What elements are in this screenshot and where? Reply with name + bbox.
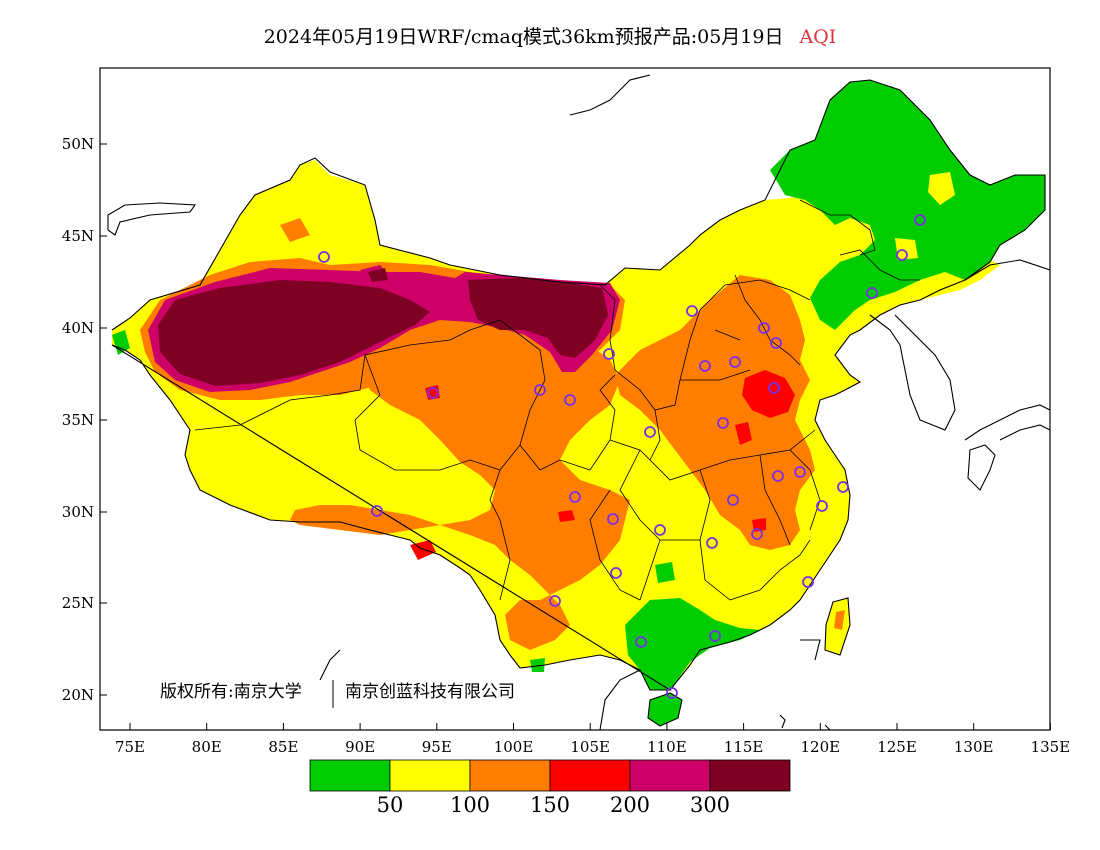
lon-label: 135E [1031,738,1071,756]
province-boundaries [194,199,920,601]
aqi-spot-unhealthy-henan [735,422,752,445]
legend-swatch [629,759,711,792]
station-marker [802,576,814,588]
legend-breakpoint: 50 [377,793,404,817]
longitude-axis: 75E 80E 85E 90E 95E 100E 105E 110E 115E 120E 125E 1… [115,723,1070,756]
station-marker [706,537,718,549]
aqi-spot-good-small [655,562,675,583]
station-marker [610,567,622,579]
lon-label: 125E [877,738,917,756]
station-marker [666,687,678,699]
station-marker [794,466,806,478]
legend-breakpoint: 150 [530,793,570,817]
lat-label: 40N [62,319,94,337]
lat-label: 25N [62,594,94,612]
station-marker [914,214,926,226]
station-marker [816,500,828,512]
station-marker [635,636,647,648]
lon-label: 80E [192,738,222,756]
station-marker [768,382,780,394]
lon-label: 120E [801,738,841,756]
station-marker [534,384,546,396]
station-marker [686,305,698,317]
aqi-zone-hazardous-taklamakan [158,280,430,386]
aqi-zone-sensitive-central [290,320,630,650]
aqi-spot-good-sw [530,658,545,672]
lat-label: 50N [62,135,94,153]
station-marker [751,528,763,540]
station-marker [772,470,784,482]
aqi-zone-sensitive-east [615,275,815,550]
aqi-legend: 50 100 150 200 300 [309,759,791,817]
lat-label: 30N [62,503,94,521]
legend-swatch [709,759,791,792]
legend-breakpoint: 200 [610,793,650,817]
station-markers [318,214,926,699]
title-variable: AQI [799,26,837,48]
aqi-spot-moderate-ne2 [895,238,918,260]
latitude-axis: 50N 45N 40N 35N 30N 25N 20N [62,135,107,704]
legend-breakpoint: 100 [450,793,490,817]
station-marker [654,524,666,536]
lon-label: 110E [647,738,687,756]
station-marker [603,348,615,360]
lat-label: 35N [62,411,94,429]
station-marker [770,337,782,349]
aqi-zone-good-northeast [770,80,1045,330]
station-marker [717,417,729,429]
lon-label: 115E [724,738,764,756]
lon-label: 105E [570,738,610,756]
legend-swatch [469,759,551,792]
station-marker [727,494,739,506]
map-frame [99,67,1051,731]
station-marker [569,491,581,503]
credit-left: 版权所有:南京大学 [160,682,302,702]
lon-label: 75E [115,738,145,756]
map-content [107,74,1050,730]
taiwan-orange [834,610,845,630]
station-marker [427,387,439,399]
station-marker [644,426,656,438]
station-marker [837,481,849,493]
legend-breakpoint: 300 [690,793,730,817]
lon-label: 85E [268,738,298,756]
aqi-zone-good-south [625,598,760,690]
lat-label: 45N [62,227,94,245]
legend-swatch [549,759,631,792]
station-marker [866,287,878,299]
station-marker [371,505,383,517]
aqi-zone-unhealthy-shandong [742,370,795,418]
title-main: 2024年05月19日WRF/cmaq模式36km预报产品:05月19日 [263,26,784,48]
country-borders [107,74,1050,730]
legend-swatch [389,759,471,792]
aqi-zone-hazardous-alxa [468,278,608,358]
station-marker [709,630,721,642]
legend-swatch [309,759,391,792]
lon-label: 95E [422,738,452,756]
station-marker [549,595,561,607]
lon-label: 90E [345,738,375,756]
station-marker [564,394,576,406]
station-marker [758,322,770,334]
station-marker [607,513,619,525]
station-marker [896,249,908,261]
hainan-green [648,693,682,726]
aqi-spot-moderate-ne [928,172,955,205]
map-title: 2024年05月19日WRF/cmaq模式36km预报产品:05月19日 AQI [0,22,1100,49]
station-marker [729,356,741,368]
aqi-spot-unhealthy-2 [558,510,575,522]
station-marker [699,360,711,372]
aqi-spot-good-west [112,330,130,355]
lat-label: 20N [62,686,94,704]
aqi-spot-hazardous-north [368,268,388,282]
lon-label: 130E [954,738,994,756]
credit-right: 南京创蓝科技有限公司 [345,682,515,702]
lon-label: 100E [494,738,534,756]
station-marker [318,251,330,263]
aqi-spot-sensitive-north [280,218,310,242]
